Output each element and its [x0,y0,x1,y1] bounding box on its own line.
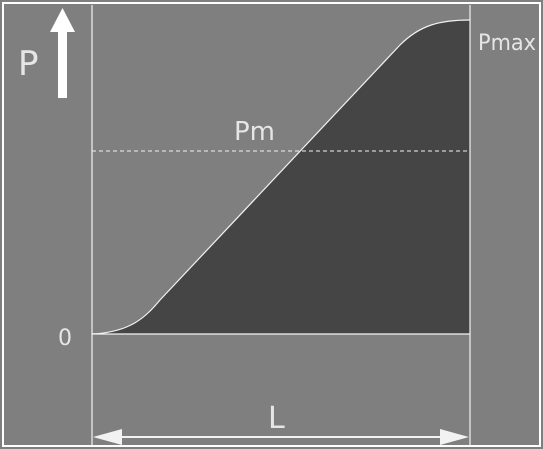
length-label: L [268,401,285,436]
y-axis-label: P [18,44,39,84]
arrow-up-icon [50,8,75,98]
pressure-area [92,20,470,334]
pressure-curve [91,19,471,335]
mean-pressure-label: Pm [234,117,275,147]
zero-label: 0 [58,326,72,351]
length-dimension-arrow [93,429,469,445]
max-pressure-label: Pmax [478,31,536,56]
